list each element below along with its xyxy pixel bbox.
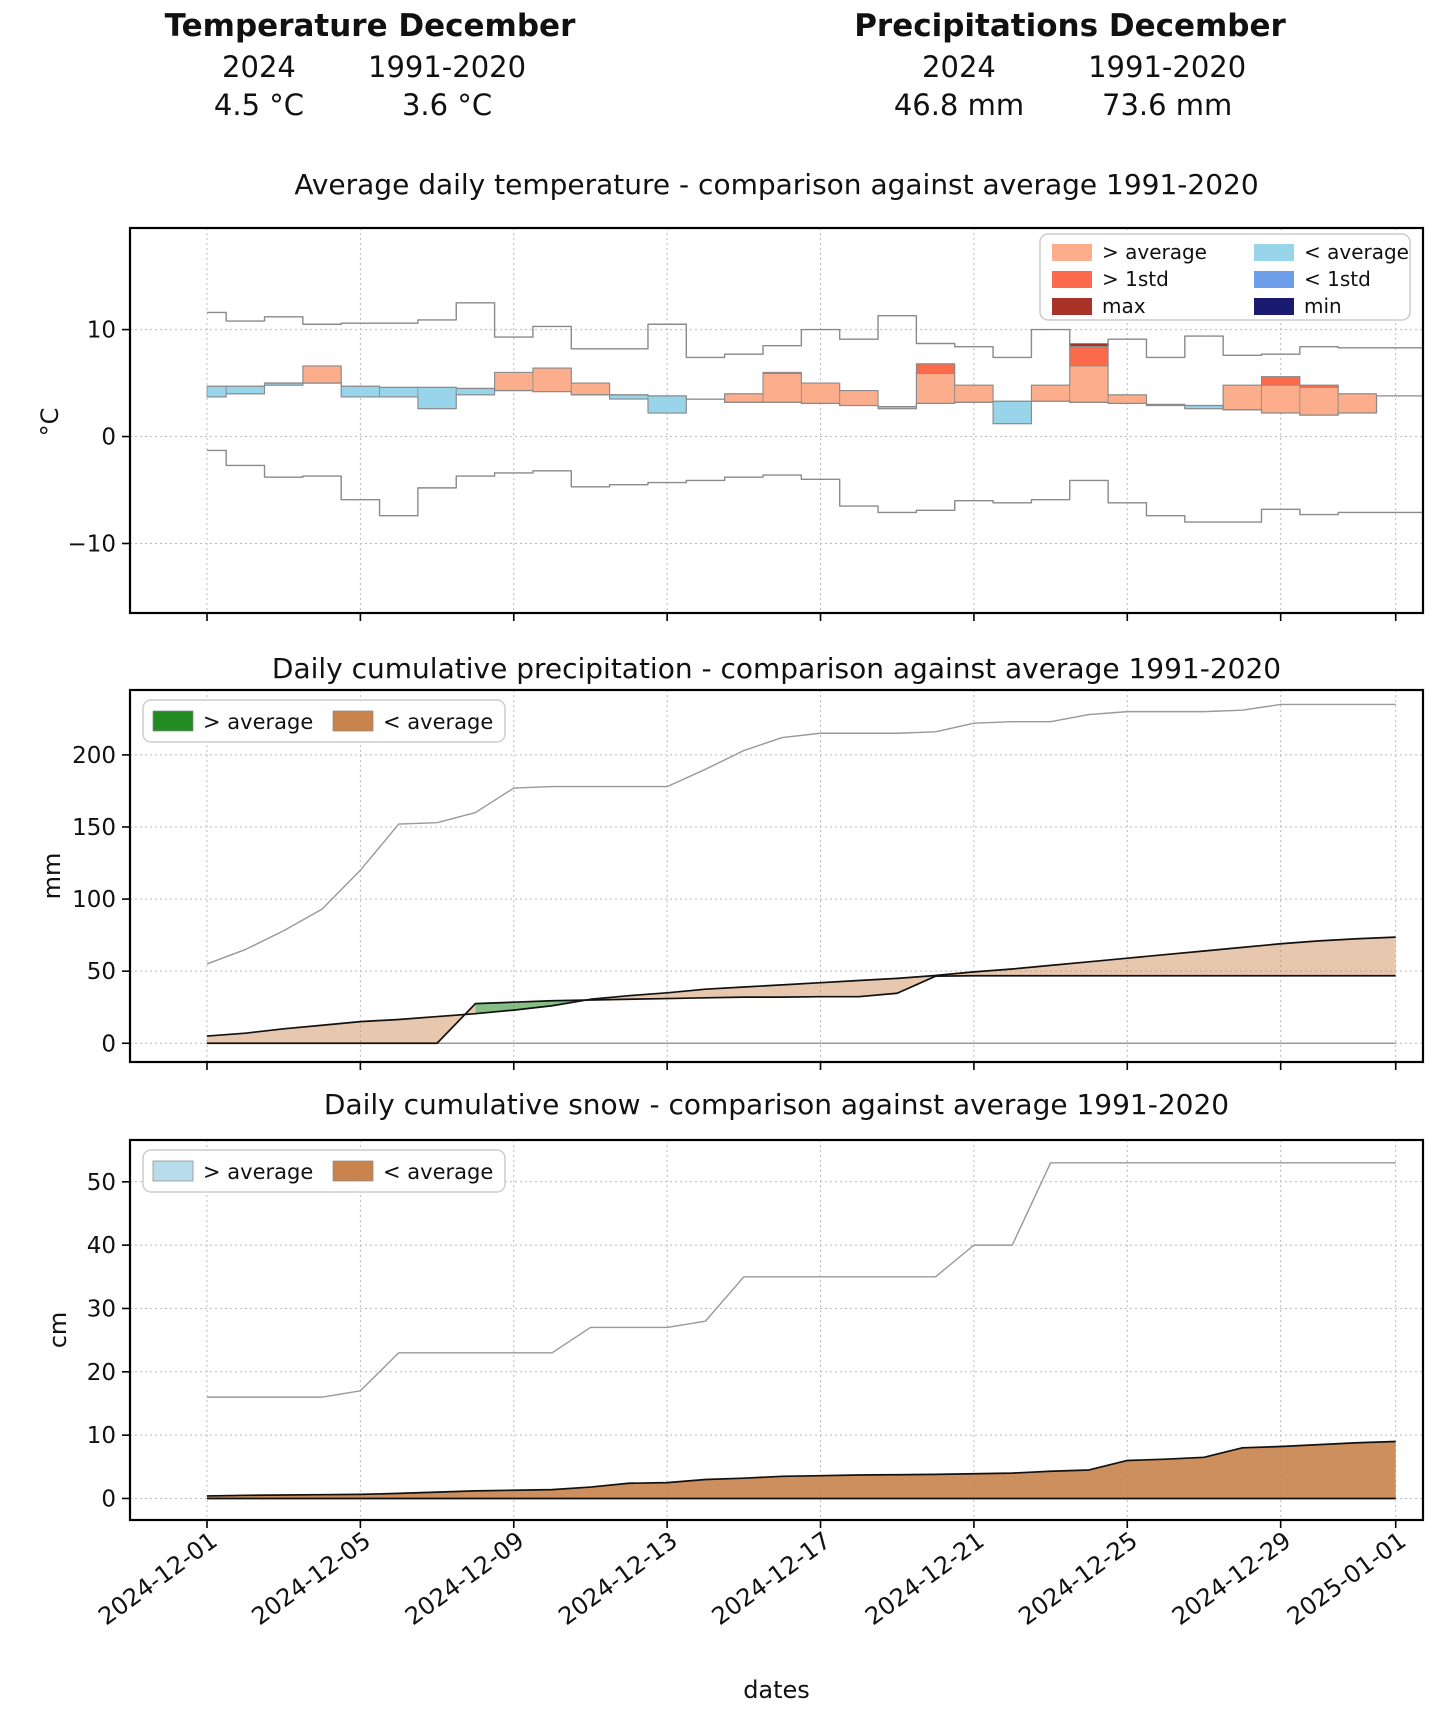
precipitation-summary-title: Precipitations December [854, 8, 1286, 44]
svg-text:0: 0 [101, 1031, 116, 1057]
svg-text:2025-01-01: 2025-01-01 [1282, 1526, 1411, 1631]
precip-2024-value: 46.8 mm [893, 88, 1025, 122]
svg-text:2024-12-17: 2024-12-17 [707, 1526, 836, 1631]
x-axis-label: dates [743, 1676, 810, 1704]
svg-text:2024-12-01: 2024-12-01 [93, 1526, 222, 1631]
svg-text:100: 100 [72, 887, 116, 913]
svg-text:> average: > average [203, 710, 313, 734]
precip-2024-label: 2024 [922, 50, 996, 84]
svg-text:2024-12-29: 2024-12-29 [1167, 1526, 1296, 1631]
temperature-chart-title: Average daily temperature - comparison a… [294, 168, 1259, 201]
svg-text:0: 0 [101, 1486, 116, 1512]
svg-text:< 1std: < 1std [1304, 267, 1371, 291]
svg-text:2024-12-21: 2024-12-21 [860, 1526, 989, 1631]
svg-text:> 1std: > 1std [1102, 267, 1169, 291]
temp-normal-label: 1991-2020 [368, 50, 527, 84]
svg-text:min: min [1304, 294, 1342, 318]
svg-text:2024-12-05: 2024-12-05 [247, 1526, 376, 1631]
precipitation-chart-title: Daily cumulative precipitation - compari… [271, 652, 1282, 685]
precip-normal-value: 73.6 mm [1102, 88, 1233, 122]
svg-text:10: 10 [87, 318, 116, 344]
temp-normal-value: 3.6 °C [401, 88, 493, 122]
svg-text:> average: > average [1102, 240, 1207, 264]
svg-text:40: 40 [87, 1233, 116, 1259]
svg-text:2024-12-13: 2024-12-13 [553, 1526, 682, 1631]
svg-text:< average: < average [383, 1160, 493, 1184]
temperature-summary-title: Temperature December [164, 8, 576, 44]
svg-text:< average: < average [383, 710, 493, 734]
svg-text:2024-12-25: 2024-12-25 [1014, 1526, 1143, 1631]
svg-text:0: 0 [101, 425, 116, 451]
svg-text:20: 20 [87, 1360, 116, 1386]
svg-text:< average: < average [1304, 240, 1409, 264]
precipitation-summary: Precipitations December 2024 46.8 mm 199… [810, 8, 1330, 122]
precip-normal-label: 1991-2020 [1088, 50, 1247, 84]
svg-text:−10: −10 [67, 531, 116, 557]
svg-text:150: 150 [72, 815, 116, 841]
snow-chart-title: Daily cumulative snow - comparison again… [323, 1088, 1230, 1121]
svg-text:10: 10 [87, 1423, 116, 1449]
temp-2024-value: 4.5 °C [213, 88, 304, 122]
svg-text:> average: > average [203, 1160, 313, 1184]
svg-text:30: 30 [87, 1296, 116, 1322]
svg-text:50: 50 [87, 1170, 116, 1196]
svg-text:50: 50 [87, 959, 116, 985]
svg-text:max: max [1102, 294, 1146, 318]
temperature-summary: Temperature December 2024 4.5 °C 1991-20… [120, 8, 620, 122]
svg-text:2024-12-09: 2024-12-09 [400, 1526, 529, 1631]
svg-text:200: 200 [72, 743, 116, 769]
temp-2024-label: 2024 [222, 50, 296, 84]
